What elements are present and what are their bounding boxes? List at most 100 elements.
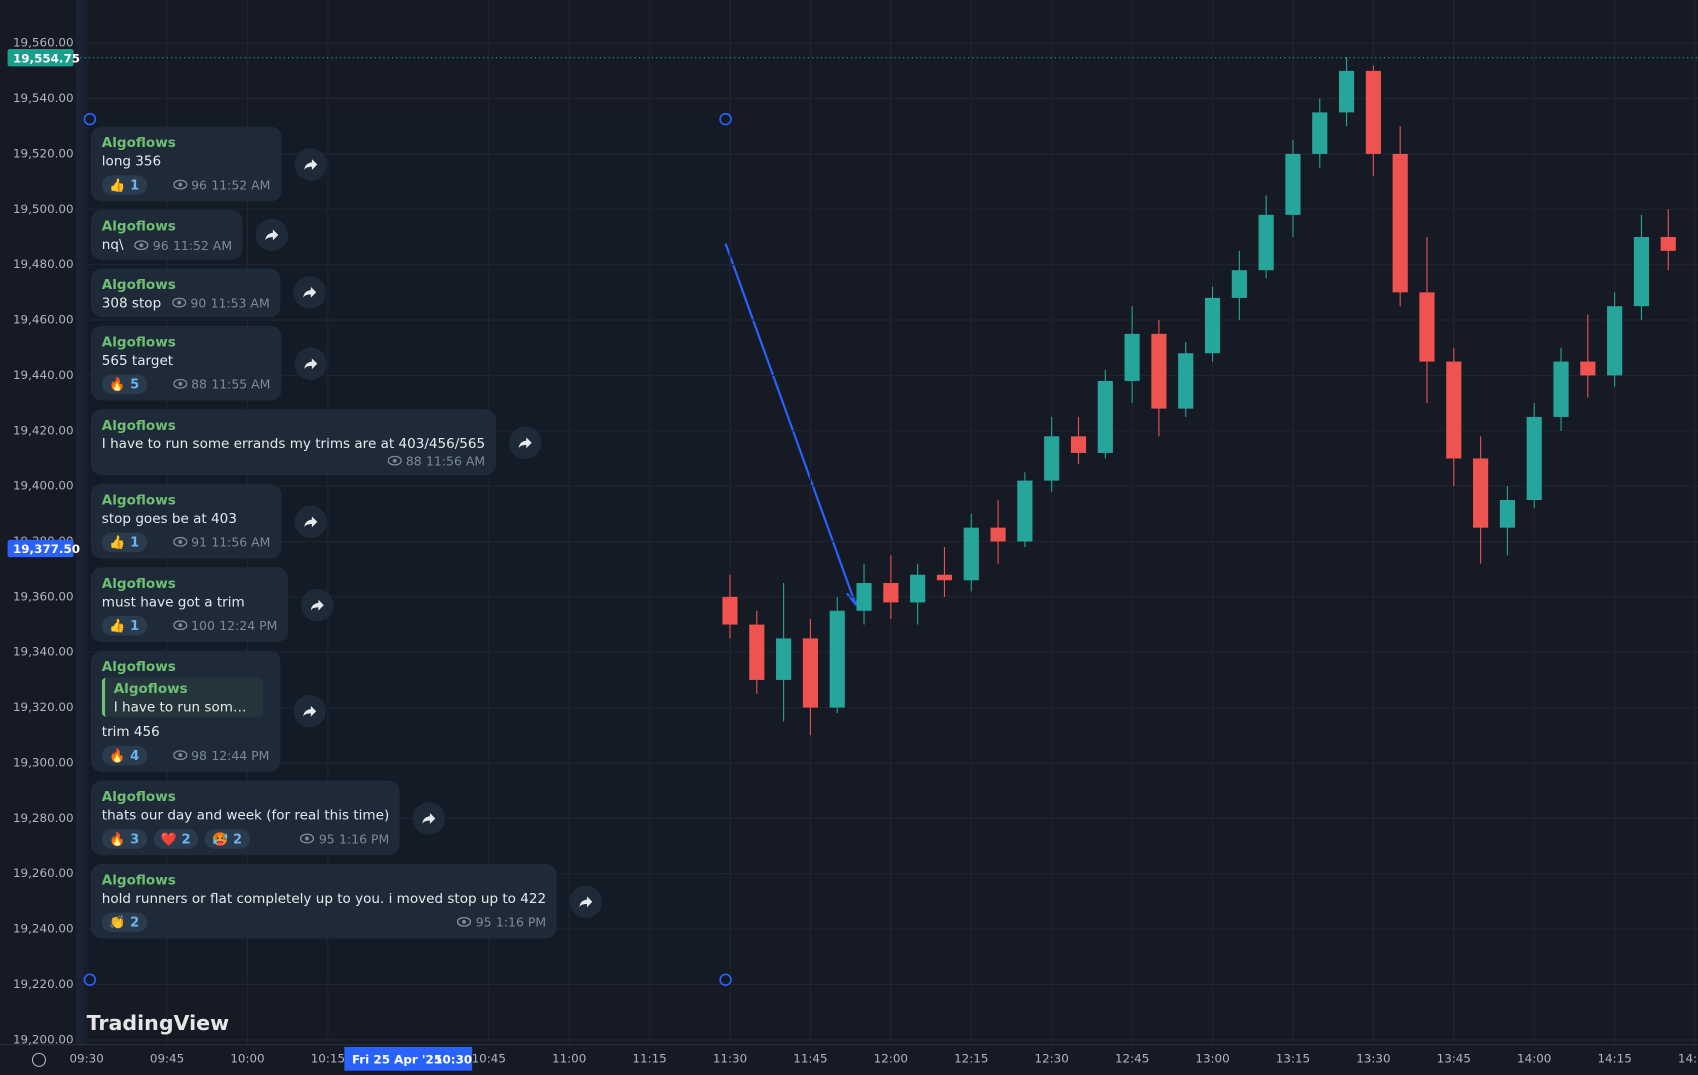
reaction[interactable]: 🔥 5 bbox=[101, 374, 147, 395]
candle-body bbox=[936, 574, 953, 581]
quote-sender: Algoflows bbox=[113, 679, 188, 697]
message-row: Algoflows stop goes be at 403 👍 1 91 11:56 A… bbox=[90, 483, 726, 559]
candle-body bbox=[1526, 416, 1542, 500]
share-button[interactable] bbox=[293, 695, 326, 728]
share-button[interactable] bbox=[294, 346, 327, 380]
message-footer: 🔥 5 88 11:55 AM bbox=[101, 374, 270, 395]
arrow-line bbox=[724, 243, 857, 605]
candle-body bbox=[1473, 458, 1489, 528]
settings-icon[interactable] bbox=[31, 1052, 47, 1067]
eye-icon bbox=[172, 748, 187, 763]
message-text: 308 stop 90 11:53 AM bbox=[102, 294, 270, 311]
message-text: long 356 bbox=[102, 153, 271, 169]
quote-text: I have to run some err... bbox=[113, 698, 255, 715]
price-tick-label: 19,400.00 bbox=[13, 479, 74, 493]
reaction-emoji: 👏 bbox=[109, 914, 126, 930]
candle-body bbox=[1338, 70, 1355, 113]
message-row: Algoflows nq\ 96 11:52 AM bbox=[90, 210, 726, 260]
candle-body bbox=[856, 583, 872, 611]
reaction-count: 2 bbox=[130, 914, 140, 930]
selection-handle[interactable] bbox=[719, 973, 732, 986]
reaction[interactable]: 🔥 3 bbox=[101, 829, 147, 849]
reaction[interactable]: 👍 1 bbox=[101, 175, 147, 195]
candle-body bbox=[1017, 480, 1033, 542]
message-bubble: Algoflows must have got a trim 👍 1 100 12:24… bbox=[90, 567, 289, 642]
share-button[interactable] bbox=[413, 801, 446, 835]
price-tick-label: 19,240.00 bbox=[13, 922, 74, 936]
reaction[interactable]: 👍 1 bbox=[101, 615, 147, 636]
message-footer: 88 11:56 AM bbox=[102, 454, 485, 469]
message-meta: 88 11:56 AM bbox=[368, 454, 485, 469]
message-bubble: Algoflows nq\ 96 11:52 AM bbox=[90, 210, 243, 260]
message-row: Algoflows I have to run some errands my t… bbox=[90, 409, 726, 476]
message-meta: 98 12:44 PM bbox=[153, 748, 269, 763]
message-footer: 🔥 4 98 12:44 PM bbox=[101, 745, 269, 766]
view-count: 96 bbox=[152, 237, 169, 253]
reaction-emoji: 👍 bbox=[109, 177, 126, 193]
selection-handle[interactable] bbox=[83, 112, 97, 126]
candle-body bbox=[883, 583, 899, 603]
candle-body bbox=[1553, 361, 1569, 417]
share-button[interactable] bbox=[508, 426, 542, 459]
candle-body bbox=[910, 574, 926, 603]
message-bubble: Algoflows long 356 👍 1 96 11:52 AM bbox=[90, 126, 282, 202]
price-tick-label: 19,300.00 bbox=[13, 755, 74, 769]
cursor-price-label: 19,377.50 bbox=[13, 542, 80, 556]
time-tick-label: 13:00 bbox=[1195, 1051, 1229, 1065]
price-tick-label: 19,260.00 bbox=[13, 866, 74, 880]
share-button[interactable] bbox=[255, 218, 289, 251]
eye-icon bbox=[457, 915, 472, 930]
cursor-date: Fri 25 Apr '25 bbox=[352, 1052, 442, 1066]
share-button[interactable] bbox=[293, 276, 327, 309]
candle-body bbox=[1312, 112, 1328, 154]
time-tick-label: 12:30 bbox=[1035, 1051, 1069, 1065]
view-count: 88 bbox=[191, 376, 207, 392]
price-tick-label: 19,200.00 bbox=[13, 1032, 74, 1046]
share-button[interactable] bbox=[301, 588, 334, 621]
share-button[interactable] bbox=[569, 885, 603, 918]
message-text: thats our day and week (for real this ti… bbox=[102, 807, 389, 823]
share-button[interactable] bbox=[294, 147, 327, 181]
price-tick-label: 19,280.00 bbox=[13, 811, 74, 825]
share-button[interactable] bbox=[294, 505, 327, 538]
price-tick-label: 19,220.00 bbox=[13, 977, 74, 991]
time-tick-label: 09:45 bbox=[150, 1051, 184, 1065]
candle-body bbox=[1607, 306, 1623, 376]
time-tick-label: 10:00 bbox=[230, 1051, 264, 1065]
message-row: Algoflows must have got a trim 👍 1 100 12:24… bbox=[90, 567, 726, 642]
view-count: 95 bbox=[318, 831, 335, 847]
selection-handle[interactable] bbox=[83, 973, 97, 986]
reaction[interactable]: 🥵 2 bbox=[204, 829, 250, 849]
reaction-emoji: 👍 bbox=[109, 534, 126, 550]
price-tick-label: 19,500.00 bbox=[13, 202, 74, 216]
view-count: 95 bbox=[475, 914, 492, 930]
selection-handle[interactable] bbox=[719, 112, 732, 126]
message-text: 565 target bbox=[102, 352, 271, 368]
message-meta: 95 1:16 PM bbox=[281, 831, 389, 847]
reaction-count: 1 bbox=[130, 177, 140, 193]
reaction[interactable]: ❤️ 2 bbox=[153, 829, 199, 849]
message-text-content: long 356 bbox=[101, 152, 162, 169]
candle-body bbox=[1392, 153, 1408, 293]
reaction[interactable]: 🔥 4 bbox=[101, 745, 147, 766]
reaction-emoji: 🔥 bbox=[109, 831, 126, 847]
reaction-count: 4 bbox=[130, 748, 140, 764]
candle-body bbox=[1097, 380, 1113, 453]
message-time: 11:56 AM bbox=[211, 534, 271, 550]
time-tick-label: 14:30 bbox=[1678, 1051, 1698, 1065]
message-bubble: Algoflows hold runners or flat completely… bbox=[90, 863, 557, 939]
message-time: 12:44 PM bbox=[211, 748, 270, 764]
eye-icon bbox=[172, 535, 187, 550]
reaction[interactable]: 👍 1 bbox=[101, 532, 147, 553]
message-footer: 👏 2 95 1:16 PM bbox=[101, 912, 546, 933]
candle-body bbox=[1580, 361, 1596, 376]
price-tick-label: 19,460.00 bbox=[13, 313, 74, 327]
reaction[interactable]: 👏 2 bbox=[101, 912, 147, 933]
time-tick-label: 11:15 bbox=[632, 1051, 666, 1065]
sender-name: Algoflows bbox=[101, 788, 176, 805]
message-text: stop goes be at 403 bbox=[102, 510, 271, 526]
time-tick-label: 13:30 bbox=[1356, 1051, 1390, 1065]
view-count: 90 bbox=[190, 295, 207, 311]
